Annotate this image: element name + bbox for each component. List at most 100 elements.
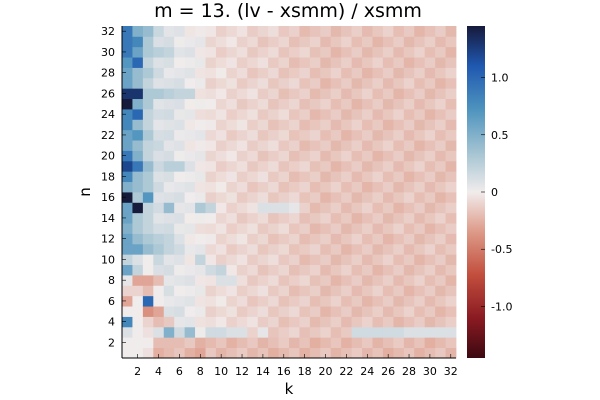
- heatmap-cell: [330, 326, 342, 338]
- heatmap-cell: [236, 202, 248, 214]
- heatmap-cell: [257, 160, 269, 172]
- x-tick-label: 12: [235, 365, 249, 378]
- heatmap-cell: [393, 98, 405, 110]
- heatmap-cell: [393, 202, 405, 214]
- heatmap-cell: [142, 233, 154, 245]
- heatmap-cell: [122, 98, 133, 110]
- heatmap-cell: [372, 254, 384, 266]
- heatmap-cell: [215, 57, 227, 68]
- heatmap-cell: [174, 88, 186, 100]
- heatmap-cell: [142, 306, 154, 317]
- heatmap-cell: [236, 192, 248, 203]
- heatmap-cell: [195, 192, 206, 203]
- x-axis-label: k: [285, 380, 294, 398]
- heatmap-cell: [424, 264, 436, 276]
- heatmap-cell: [362, 26, 373, 37]
- heatmap-cell: [320, 140, 332, 151]
- heatmap-cell: [299, 306, 311, 317]
- heatmap-cell: [424, 36, 436, 48]
- chart-title: m = 13. (lv - xsmm) / xsmm: [154, 0, 422, 22]
- heatmap-cell: [226, 36, 238, 48]
- heatmap-cell: [351, 181, 363, 193]
- heatmap-cell: [299, 202, 311, 214]
- heatmap-cell: [205, 57, 217, 68]
- heatmap-cell: [257, 254, 269, 266]
- heatmap-cell: [236, 275, 248, 286]
- heatmap-cell: [351, 337, 363, 349]
- heatmap-cell: [122, 171, 133, 183]
- heatmap-cell: [299, 26, 311, 37]
- heatmap-cell: [163, 140, 175, 151]
- heatmap-cell: [320, 119, 332, 131]
- heatmap-cell: [215, 98, 227, 110]
- heatmap-cell: [226, 46, 238, 58]
- heatmap-cell: [215, 109, 227, 120]
- heatmap-cell: [226, 295, 238, 307]
- heatmap-cell: [414, 160, 426, 172]
- heatmap-cell: [289, 109, 300, 120]
- heatmap-cell: [195, 67, 206, 79]
- heatmap-cell: [163, 264, 175, 276]
- heatmap-cell: [184, 181, 196, 193]
- heatmap-cell: [122, 181, 133, 193]
- heatmap-cell: [132, 98, 144, 110]
- heatmap-cell: [445, 202, 457, 214]
- heatmap-cell: [257, 264, 269, 276]
- heatmap-cell: [435, 316, 446, 328]
- heatmap-cell: [341, 57, 353, 68]
- heatmap-cell: [195, 275, 206, 286]
- heatmap-cell: [414, 285, 426, 297]
- heatmap-cell: [278, 212, 290, 224]
- heatmap-cell: [299, 109, 311, 120]
- heatmap-cell: [341, 285, 353, 297]
- heatmap-cell: [195, 337, 206, 349]
- heatmap-cell: [174, 46, 186, 58]
- heatmap-cell: [215, 285, 227, 297]
- heatmap-cell: [372, 202, 384, 214]
- heatmap-cell: [309, 171, 321, 183]
- heatmap-cell: [435, 337, 446, 349]
- heatmap-cell: [278, 254, 290, 266]
- heatmap-cell: [142, 46, 154, 58]
- heatmap-cell: [382, 57, 394, 68]
- heatmap-cell: [195, 306, 206, 317]
- heatmap-cell: [341, 129, 353, 141]
- heatmap-cell: [257, 285, 269, 297]
- heatmap-cell: [195, 347, 206, 359]
- heatmap-cell: [435, 295, 446, 307]
- heatmap-cell: [341, 202, 353, 214]
- heatmap-cell: [236, 129, 248, 141]
- heatmap-cell: [184, 285, 196, 297]
- x-tick-label: 32: [444, 365, 458, 378]
- heatmap-cell: [382, 295, 394, 307]
- heatmap-cell: [435, 202, 446, 214]
- heatmap-cell: [382, 150, 394, 162]
- heatmap-cell: [382, 181, 394, 193]
- heatmap-cell: [278, 119, 290, 131]
- heatmap-cell: [247, 77, 259, 89]
- heatmap-cell: [268, 326, 279, 338]
- heatmap-cell: [445, 316, 457, 328]
- heatmap-cell: [382, 46, 394, 58]
- heatmap-cell: [163, 109, 175, 120]
- heatmap-cell: [163, 347, 175, 359]
- heatmap-cell: [351, 88, 363, 100]
- heatmap-cell: [163, 285, 175, 297]
- heatmap-cell: [195, 98, 206, 110]
- heatmap-cell: [163, 295, 175, 307]
- heatmap-cell: [163, 316, 175, 328]
- heatmap-cell: [445, 77, 457, 89]
- heatmap-cell: [132, 140, 144, 151]
- heatmap-cell: [226, 109, 238, 120]
- heatmap-cell: [362, 285, 373, 297]
- x-tick-label: 8: [197, 365, 204, 378]
- heatmap-cell: [403, 254, 415, 266]
- heatmap-cell: [132, 119, 144, 131]
- heatmap-cell: [226, 264, 238, 276]
- heatmap-cell: [142, 326, 154, 338]
- heatmap-cell: [424, 192, 436, 203]
- heatmap-cell: [351, 57, 363, 68]
- heatmap-cell: [309, 337, 321, 349]
- heatmap-cell: [445, 36, 457, 48]
- heatmap-cell: [184, 26, 196, 37]
